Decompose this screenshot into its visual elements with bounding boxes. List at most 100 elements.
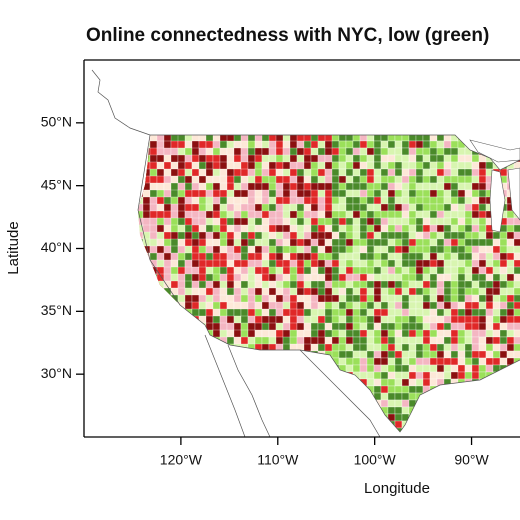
county <box>338 140 347 149</box>
county <box>478 203 487 212</box>
county <box>353 435 360 442</box>
county <box>359 343 368 352</box>
county <box>478 427 487 432</box>
county <box>212 406 228 422</box>
county <box>499 287 508 296</box>
county <box>338 336 347 345</box>
county <box>457 371 466 380</box>
county <box>380 399 389 408</box>
county <box>359 301 368 310</box>
county <box>457 273 466 282</box>
county <box>310 392 326 408</box>
county <box>373 322 382 331</box>
county <box>352 224 361 233</box>
county <box>429 245 438 254</box>
county <box>381 435 388 442</box>
county <box>506 259 515 268</box>
county <box>373 140 382 149</box>
county <box>156 427 172 432</box>
county <box>429 420 438 429</box>
county <box>156 350 172 366</box>
county <box>184 371 200 387</box>
county <box>499 350 508 359</box>
county <box>422 287 431 296</box>
county <box>254 378 270 394</box>
county <box>339 435 346 442</box>
county <box>387 322 396 331</box>
county <box>352 287 361 296</box>
county <box>408 322 417 331</box>
county <box>184 343 200 359</box>
county <box>450 280 459 289</box>
county <box>415 336 424 345</box>
county <box>422 420 431 429</box>
county <box>471 413 480 422</box>
county <box>422 154 431 163</box>
county <box>422 231 431 240</box>
county <box>331 203 340 212</box>
county <box>457 413 466 422</box>
county <box>415 245 424 254</box>
county <box>142 343 158 359</box>
county <box>450 343 459 352</box>
county <box>359 259 368 268</box>
county <box>429 217 438 226</box>
county <box>506 252 515 261</box>
county <box>240 399 256 415</box>
county <box>149 322 165 338</box>
county <box>499 301 508 310</box>
county <box>478 336 487 345</box>
county <box>408 189 417 198</box>
county <box>331 420 340 429</box>
county <box>506 392 515 401</box>
county <box>359 336 368 345</box>
county <box>478 350 487 359</box>
county <box>408 266 417 275</box>
county <box>380 329 389 338</box>
county <box>380 294 389 303</box>
county <box>212 399 228 415</box>
county <box>170 406 186 422</box>
county <box>436 252 445 261</box>
county <box>513 385 520 394</box>
county <box>345 266 354 275</box>
county <box>401 406 410 415</box>
county <box>457 147 466 156</box>
county <box>142 301 158 317</box>
county <box>478 329 487 338</box>
county <box>345 245 354 254</box>
county <box>310 413 326 429</box>
county <box>436 154 445 163</box>
county <box>275 350 291 366</box>
county <box>401 378 410 387</box>
county <box>401 294 410 303</box>
county <box>415 378 424 387</box>
county <box>401 196 410 205</box>
county <box>478 210 487 219</box>
county <box>142 336 158 352</box>
county <box>401 413 410 422</box>
county <box>170 315 186 331</box>
county <box>443 315 452 324</box>
county <box>373 406 382 415</box>
borders <box>91 69 520 438</box>
county <box>268 420 284 432</box>
county <box>331 189 340 198</box>
county <box>359 350 368 359</box>
county <box>261 357 277 373</box>
county <box>471 322 480 331</box>
county <box>422 238 431 247</box>
county <box>268 406 284 422</box>
county <box>478 406 487 415</box>
county <box>422 336 431 345</box>
county <box>430 435 437 442</box>
county <box>408 329 417 338</box>
county <box>457 266 466 275</box>
county <box>219 343 235 359</box>
county <box>485 322 494 331</box>
county <box>156 406 172 422</box>
county <box>394 266 403 275</box>
county <box>373 343 382 352</box>
county <box>387 273 396 282</box>
county <box>156 308 172 324</box>
